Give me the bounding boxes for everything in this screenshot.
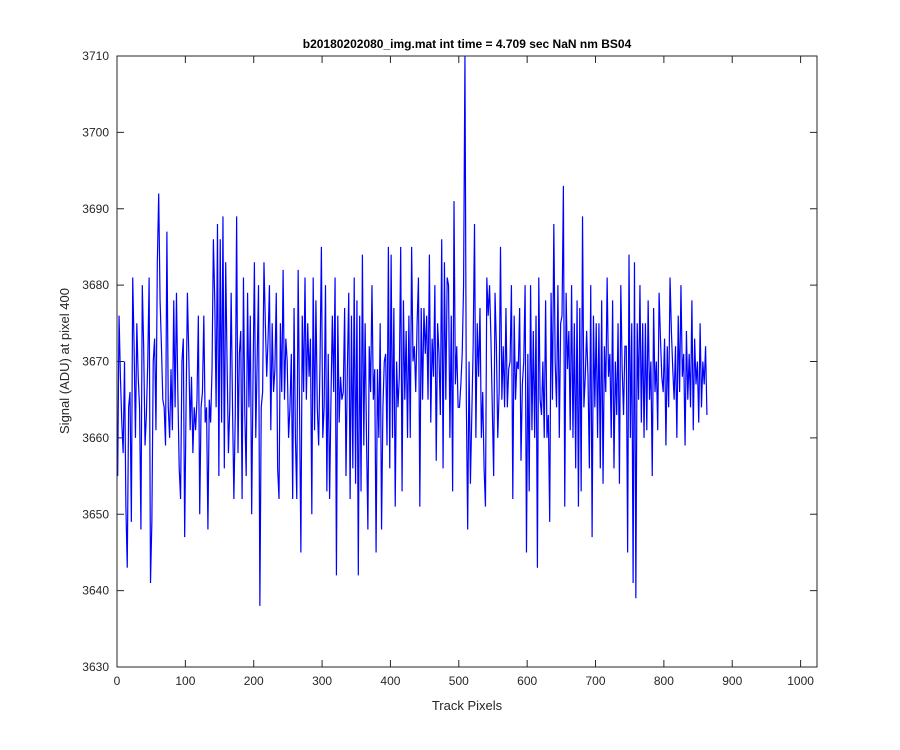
y-tick-label: 3650 <box>82 507 109 521</box>
y-tick-label: 3700 <box>82 125 109 139</box>
x-tick-label: 900 <box>722 674 742 688</box>
y-tick-label: 3690 <box>82 202 109 216</box>
x-tick-label: 200 <box>244 674 264 688</box>
x-tick-label: 1000 <box>787 674 814 688</box>
x-tick-label: 800 <box>654 674 674 688</box>
x-tick-label: 700 <box>586 674 606 688</box>
axes-box <box>116 55 818 668</box>
signal-series-line <box>117 55 708 606</box>
y-tick-label: 3660 <box>82 431 109 445</box>
y-tick-label: 3630 <box>82 660 109 674</box>
axis-tick-labels: 0 100 200 300 400 500 600 700 800 900 1000 3630 3640… <box>82 49 814 688</box>
x-tick-label: 600 <box>517 674 537 688</box>
x-tick-label: 100 <box>175 674 195 688</box>
chart-title: b20180202080_img.mat int time = 4.709 se… <box>303 37 632 51</box>
x-tick-label: 500 <box>449 674 469 688</box>
y-tick-label: 3710 <box>82 49 109 63</box>
y-tick-label: 3670 <box>82 355 109 369</box>
y-tick-label: 3640 <box>82 584 109 598</box>
x-tick-label: 400 <box>380 674 400 688</box>
x-axis-label: Track Pixels <box>432 698 503 713</box>
x-tick-label: 300 <box>312 674 332 688</box>
y-axis-label: Signal (ADU) at pixel 400 <box>57 288 72 434</box>
x-tick-label: 0 <box>114 674 121 688</box>
y-tick-label: 3680 <box>82 278 109 292</box>
